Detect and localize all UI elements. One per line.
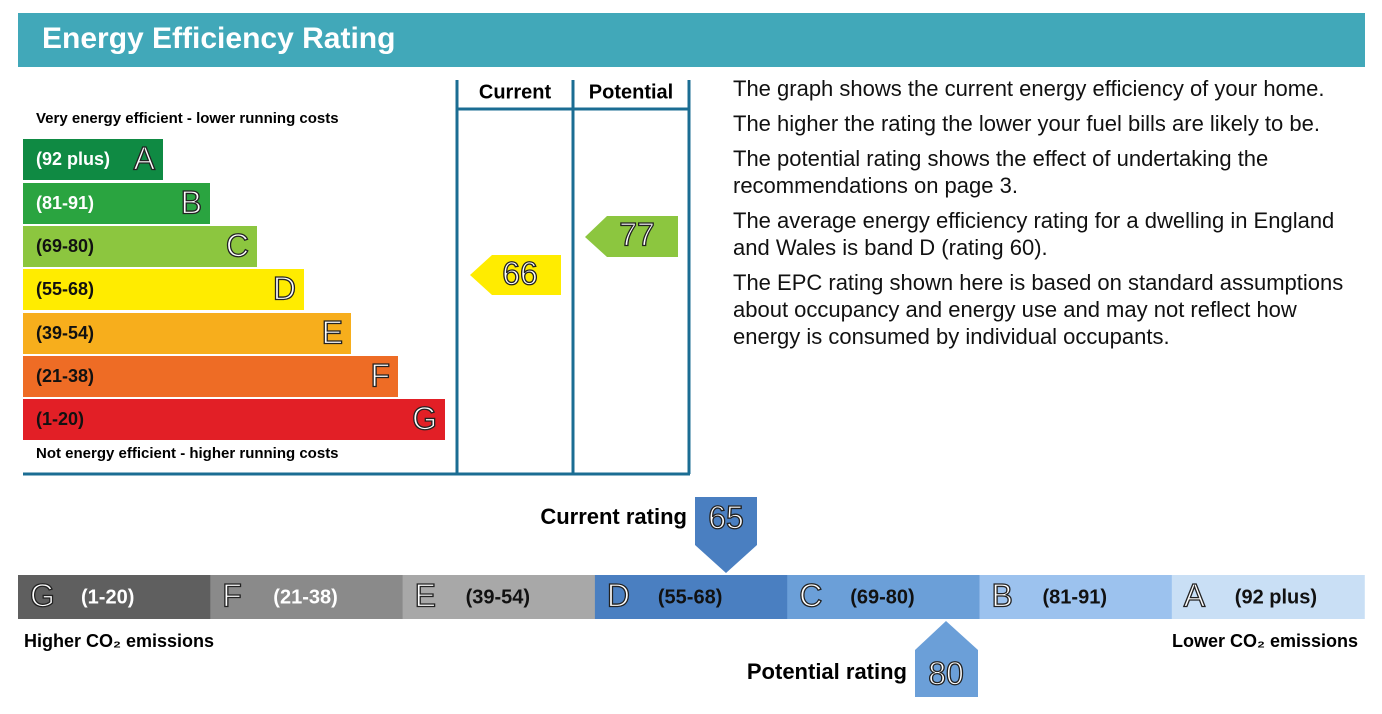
emission-band (979, 575, 1173, 619)
table-lines (23, 80, 691, 476)
band-range: (92 plus) (36, 149, 110, 169)
band-letter: C (226, 227, 249, 263)
emission-band (787, 575, 981, 619)
emission-band (402, 575, 596, 619)
title: Energy Efficiency Rating (42, 22, 395, 55)
left-note: Higher CO₂ emissions (24, 631, 214, 651)
band-letter: A (134, 140, 156, 176)
potential-arrow (585, 216, 678, 257)
band-letter: E (322, 314, 343, 350)
band-letter: B (181, 184, 202, 220)
emission-range: (21-38) (273, 586, 337, 608)
band-letter: G (412, 400, 437, 436)
potential-rating-value: 80 (928, 655, 964, 691)
paragraph: The higher the rating the lower your fue… (733, 111, 1320, 136)
current-arrow (470, 255, 561, 295)
potential-rating-label: Potential rating (747, 659, 907, 684)
emission-band (210, 575, 404, 619)
potential-marker (915, 621, 978, 697)
band-letter: D (273, 270, 296, 306)
emission-range: (1-20) (81, 586, 134, 608)
description: The graph shows the current energy effic… (733, 75, 1368, 358)
emission-letter: D (607, 577, 630, 613)
band-bar (23, 226, 257, 267)
emission-letter: E (415, 577, 436, 613)
column-header: Current (479, 81, 552, 103)
emission-letter: C (799, 577, 822, 613)
paragraph: The graph shows the current energy effic… (733, 76, 1325, 101)
band-range: (39-54) (36, 323, 94, 343)
band-bar (23, 356, 398, 397)
right-note: Lower CO₂ emissions (1172, 631, 1358, 651)
paragraph: The EPC rating shown here is based on st… (733, 270, 1344, 349)
column-header: Potential (589, 81, 673, 103)
emission-letter: G (30, 577, 55, 613)
emission-letter: B (992, 577, 1013, 613)
emission-range: (81-91) (1043, 586, 1107, 608)
current-rating-value: 65 (708, 499, 744, 535)
bottom-note: Not energy efficient - higher running co… (36, 445, 339, 462)
emission-letter: A (1184, 577, 1206, 613)
band-range: (1-20) (36, 409, 84, 429)
header-bar (18, 13, 1365, 67)
top-note: Very energy efficient - lower running co… (36, 110, 339, 127)
emission-band (594, 575, 788, 619)
emission-range: (69-80) (850, 586, 914, 608)
band-range: (81-91) (36, 193, 94, 213)
paragraph: The average energy efficiency rating for… (733, 208, 1335, 260)
paragraph: The potential rating shows the effect of… (733, 146, 1269, 198)
emission-letter: F (222, 577, 242, 613)
potential-value: 77 (619, 216, 655, 252)
current-rating-label: Current rating (540, 504, 687, 529)
current-value: 66 (502, 255, 538, 291)
emission-band (18, 575, 211, 619)
emission-band (1171, 575, 1365, 619)
band-bar (23, 313, 351, 354)
band-range: (55-68) (36, 279, 94, 299)
emission-range: (92 plus) (1235, 586, 1317, 608)
band-range: (69-80) (36, 236, 94, 256)
band-bar (23, 183, 210, 224)
band-bar (23, 269, 304, 310)
current-marker (695, 497, 757, 573)
band-bar (23, 399, 445, 440)
band-bar (23, 139, 163, 180)
band-range: (21-38) (36, 366, 94, 386)
emission-range: (55-68) (658, 586, 722, 608)
band-letter: F (370, 357, 390, 393)
emission-range: (39-54) (466, 586, 530, 608)
